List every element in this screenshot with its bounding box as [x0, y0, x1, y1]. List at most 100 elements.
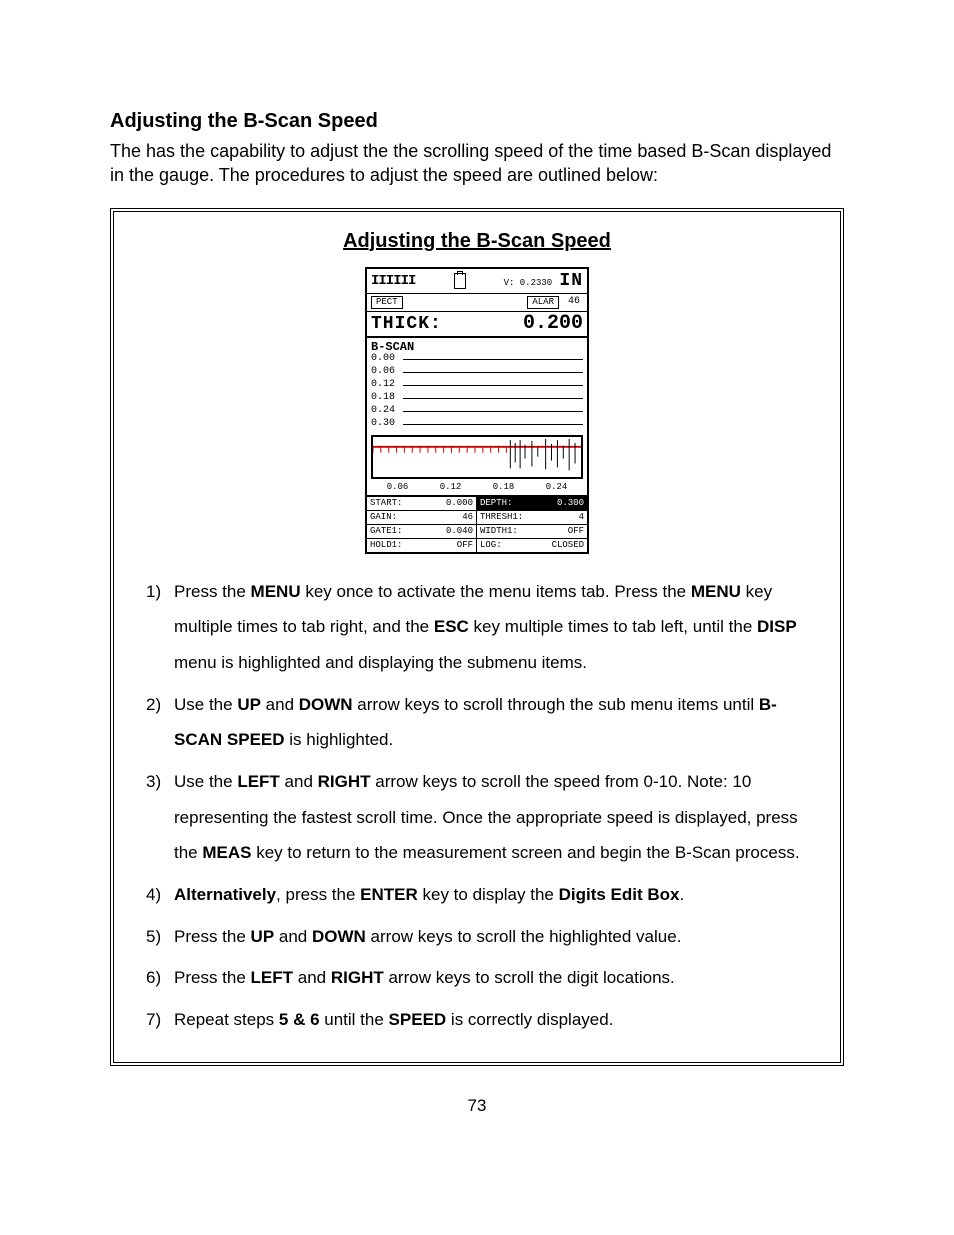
param-label: GAIN: [370, 513, 397, 522]
param-value: 0.000 [446, 499, 473, 508]
bscan-gridline [403, 424, 583, 425]
xaxis-tick: 0.18 [493, 483, 515, 492]
bscan-gridline [403, 398, 583, 399]
param-label: WIDTH1: [480, 527, 518, 536]
param-value: 46 [462, 513, 473, 522]
bscan-gridline [403, 411, 583, 412]
ascan-waveform [371, 435, 583, 479]
param-label: DEPTH: [480, 499, 512, 508]
param-depth: DEPTH: 0.300 [477, 496, 587, 510]
step-text: is highlighted. [285, 730, 394, 749]
key-digits-edit-box: Digits Edit Box [559, 885, 680, 904]
bscan-gridline [403, 359, 583, 360]
thickness-value: 0.200 [523, 314, 583, 334]
key-left: LEFT [237, 772, 280, 791]
key-esc: ESC [434, 617, 469, 636]
bscan-ytick: 0.00 [371, 354, 403, 364]
step-text: Press the [174, 582, 251, 601]
param-value: 4 [579, 513, 584, 522]
bscan-ytick: 0.06 [371, 367, 403, 377]
intro-text-2: has the capability to adjust the the scr… [110, 141, 831, 185]
waveform-icon [373, 437, 581, 472]
step-text: key once to activate the menu items tab.… [301, 582, 691, 601]
step-5: Press the UP and DOWN arrow keys to scro… [146, 919, 820, 955]
device-status-bar: IIIIII V: 0.2330 IN [367, 269, 587, 294]
step-text: . [680, 885, 685, 904]
battery-icon [454, 273, 466, 289]
step-text: key to return to the measurement screen … [251, 843, 799, 862]
key-up: UP [251, 927, 275, 946]
step-text: Press the [174, 968, 251, 987]
step-6: Press the LEFT and RIGHT arrow keys to s… [146, 960, 820, 996]
step-7: Repeat steps 5 & 6 until the SPEED is co… [146, 1002, 820, 1038]
key-menu: MENU [251, 582, 301, 601]
step-1: Press the MENU key once to activate the … [146, 574, 820, 681]
key-alternatively: Alternatively [174, 885, 276, 904]
param-label: HOLD1: [370, 541, 402, 550]
param-value: OFF [457, 541, 473, 550]
param-thresh1: THRESH1: 4 [477, 510, 587, 524]
key-right: RIGHT [318, 772, 371, 791]
bscan-body: 0.00 0.06 0.12 0.18 0.24 0.30 [367, 353, 587, 435]
step-text: , press the [276, 885, 360, 904]
step-text: Press the [174, 927, 251, 946]
step-text: key multiple times to tab left, until th… [469, 617, 757, 636]
key-disp: DISP [757, 617, 797, 636]
param-gain: GAIN: 46 [367, 510, 477, 524]
tab-pect: PECT [371, 296, 403, 309]
thickness-row: THICK: 0.200 [367, 312, 587, 338]
section-title: Adjusting the B-Scan Speed [110, 110, 844, 133]
param-log: LOG:CLOSED [477, 538, 587, 552]
xaxis-tick: 0.24 [546, 483, 568, 492]
param-label: THRESH1: [480, 513, 523, 522]
box-title: Adjusting the B-Scan Speed [134, 230, 820, 253]
bscan-title: B-SCAN [367, 338, 587, 353]
param-hold1: HOLD1: OFF [367, 538, 477, 552]
key-up: UP [237, 695, 261, 714]
bscan-gridline [403, 372, 583, 373]
bscan-ytick: 0.12 [371, 380, 403, 390]
step-text: Repeat steps [174, 1010, 279, 1029]
intro-paragraph: The has the capability to adjust the the… [110, 139, 844, 188]
key-down: DOWN [312, 927, 366, 946]
key-enter: ENTER [360, 885, 418, 904]
xaxis-tick: 0.06 [387, 483, 409, 492]
step-text: arrow keys to scroll the highlighted val… [366, 927, 682, 946]
param-value: 0.040 [446, 527, 473, 536]
step-text: until the [320, 1010, 389, 1029]
param-label: START: [370, 499, 402, 508]
unit-label: IN [559, 271, 583, 291]
step-text: arrow keys to scroll the digit locations… [384, 968, 675, 987]
param-value: 0.300 [557, 499, 584, 508]
param-label: GATE1: [370, 527, 402, 536]
bscan-gridline [403, 385, 583, 386]
key-meas: MEAS [202, 843, 251, 862]
key-steps-5-6: 5 & 6 [279, 1010, 320, 1029]
step-text: and [280, 772, 318, 791]
velocity-label: V: 0.2330 [504, 278, 553, 288]
key-down: DOWN [299, 695, 353, 714]
param-label: LOG: [480, 541, 502, 550]
device-params: START: 0.000 DEPTH: 0.300 GAIN: 46 THRESH1:… [367, 496, 587, 552]
step-text: menu is highlighted and displaying the s… [174, 653, 587, 672]
key-speed: SPEED [389, 1010, 447, 1029]
param-gate1: GATE1: 0.040 [367, 524, 477, 538]
page-number: 73 [110, 1096, 844, 1116]
key-left: LEFT [251, 968, 294, 987]
param-width1: WIDTH1: OFF [477, 524, 587, 538]
thickness-label: THICK: [371, 315, 442, 333]
device-tabs: PECT ALAR 46 [367, 294, 587, 312]
key-menu: MENU [691, 582, 741, 601]
step-2: Use the UP and DOWN arrow keys to scroll… [146, 687, 820, 758]
step-text: Use the [174, 772, 237, 791]
step-text: and [274, 927, 312, 946]
bscan-ytick: 0.24 [371, 406, 403, 416]
bscan-ytick: 0.18 [371, 393, 403, 403]
tab-alar: ALAR [527, 296, 559, 309]
bscan-ytick: 0.30 [371, 419, 403, 429]
step-3: Use the LEFT and RIGHT arrow keys to scr… [146, 764, 820, 871]
step-text: and [293, 968, 331, 987]
step-text: is correctly displayed. [446, 1010, 613, 1029]
param-start: START: 0.000 [367, 496, 477, 510]
param-value: OFF [568, 527, 584, 536]
